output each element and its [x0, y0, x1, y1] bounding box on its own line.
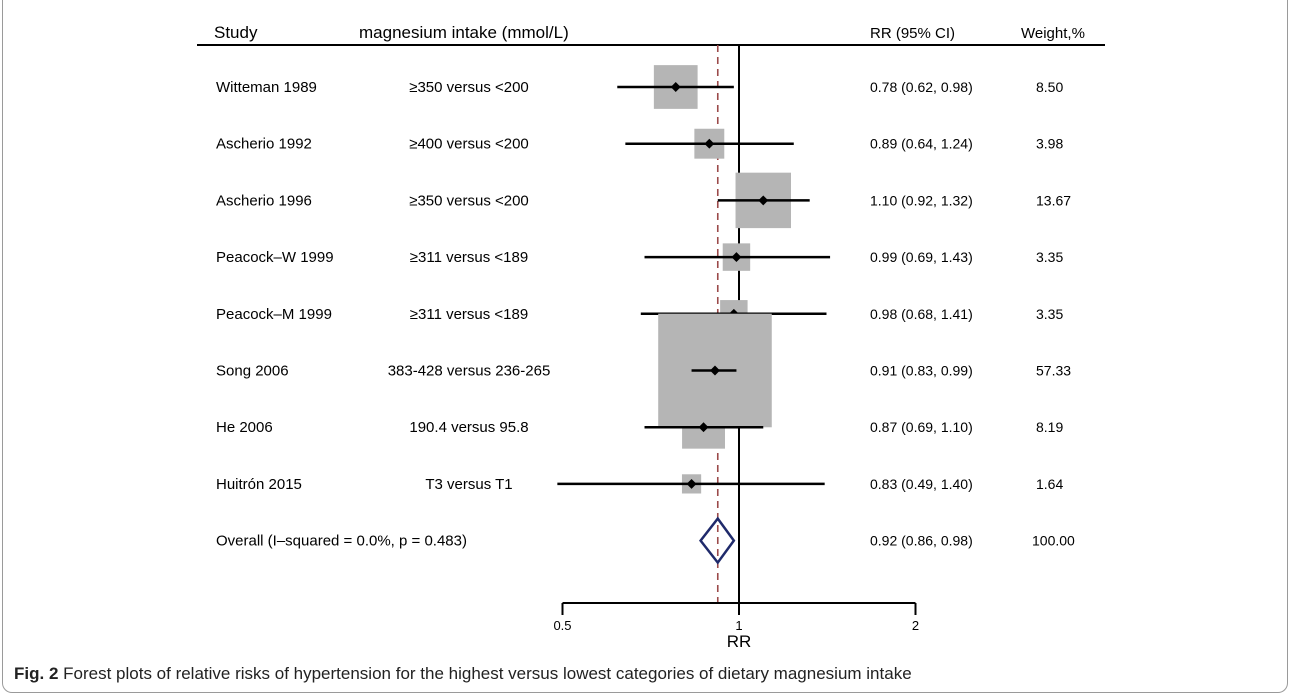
rr-ci-value: 0.99 (0.69, 1.43)	[870, 249, 973, 265]
weight-value: 8.19	[1036, 419, 1063, 435]
overall-diamond	[699, 516, 736, 565]
point-estimate	[698, 422, 709, 433]
study-label: Witteman 1989	[216, 79, 317, 96]
weight-value: 3.35	[1036, 306, 1063, 322]
forest-plot: Study magnesium intake (mmol/L) RR (95% CI…	[197, 23, 1105, 651]
weight-value: 57.33	[1036, 363, 1071, 379]
rr-ci-value: 0.89 (0.64, 1.24)	[870, 136, 973, 152]
study-label: He 2006	[216, 419, 273, 436]
point-estimate	[731, 252, 742, 263]
point-estimate	[670, 82, 681, 92]
overall-rr-ci: 0.92 (0.86, 0.98)	[870, 533, 973, 549]
comparison-label: 383-428 versus 236-265	[388, 363, 551, 380]
comparison-label: ≥400 versus <200	[409, 136, 529, 153]
study-label: Peacock–W 1999	[216, 249, 334, 266]
comparison-label: ≥350 versus <200	[409, 79, 529, 96]
point-estimate	[710, 365, 720, 376]
comparison-label: ≥311 versus <189	[410, 249, 528, 266]
x-tick-label: 0.5	[553, 618, 571, 633]
header-study: Study	[214, 23, 258, 42]
weight-value: 8.50	[1036, 79, 1063, 95]
overall-weight: 100.00	[1032, 533, 1075, 549]
rr-ci-value: 1.10 (0.92, 1.32)	[870, 192, 973, 208]
rr-ci-value: 0.83 (0.49, 1.40)	[870, 476, 973, 492]
weight-value: 3.98	[1036, 136, 1063, 152]
point-estimate	[686, 478, 697, 489]
rr-ci-value: 0.91 (0.83, 0.99)	[870, 363, 973, 379]
header-weight: Weight,%	[1021, 25, 1085, 42]
point-estimate	[704, 138, 715, 149]
overall-label: Overall (I–squared = 0.0%, p = 0.483)	[216, 533, 467, 550]
study-label: Song 2006	[216, 363, 289, 380]
rr-ci-value: 0.87 (0.69, 1.10)	[870, 419, 973, 435]
comparison-label: T3 versus T1	[425, 476, 512, 493]
comparison-label: ≥350 versus <200	[409, 192, 529, 209]
comparison-label: ≥311 versus <189	[410, 306, 528, 323]
figure-caption: Fig. 2 Forest plots of relative risks of…	[14, 664, 912, 684]
study-label: Ascherio 1992	[216, 136, 312, 153]
weight-value: 1.64	[1036, 476, 1063, 492]
header-intake: magnesium intake (mmol/L)	[359, 23, 569, 42]
rr-ci-value: 0.98 (0.68, 1.41)	[870, 306, 973, 322]
point-estimate	[758, 195, 769, 206]
x-tick-label: 2	[912, 618, 919, 633]
weight-value: 3.35	[1036, 249, 1063, 265]
study-label: Huitrón 2015	[216, 476, 302, 493]
study-label: Peacock–M 1999	[216, 306, 332, 323]
x-tick-label: 1	[735, 618, 742, 633]
rr-ci-value: 0.78 (0.62, 0.98)	[870, 79, 973, 95]
comparison-label: 190.4 versus 95.8	[409, 419, 528, 436]
weight-value: 13.67	[1036, 192, 1071, 208]
caption-label: Fig. 2	[14, 664, 59, 683]
x-axis-label: RR	[727, 632, 752, 651]
caption-text: Forest plots of relative risks of hypert…	[58, 664, 912, 683]
header-rr-ci: RR (95% CI)	[870, 25, 955, 42]
study-label: Ascherio 1996	[216, 192, 312, 209]
